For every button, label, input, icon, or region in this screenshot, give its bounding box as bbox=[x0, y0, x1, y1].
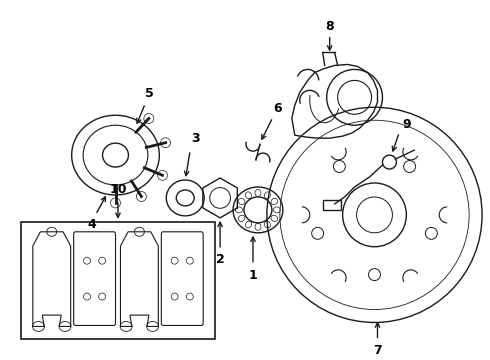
Text: 3: 3 bbox=[191, 132, 199, 145]
Text: 9: 9 bbox=[402, 118, 411, 131]
Text: 6: 6 bbox=[273, 102, 282, 115]
Text: 4: 4 bbox=[87, 218, 96, 231]
Text: 7: 7 bbox=[373, 344, 382, 357]
Text: 10: 10 bbox=[109, 184, 127, 197]
Text: 8: 8 bbox=[325, 20, 334, 33]
Text: 5: 5 bbox=[145, 87, 154, 100]
Text: 1: 1 bbox=[248, 269, 257, 282]
Bar bbox=[21, 222, 215, 339]
Text: 2: 2 bbox=[216, 253, 224, 266]
Bar bbox=[323, 200, 341, 210]
